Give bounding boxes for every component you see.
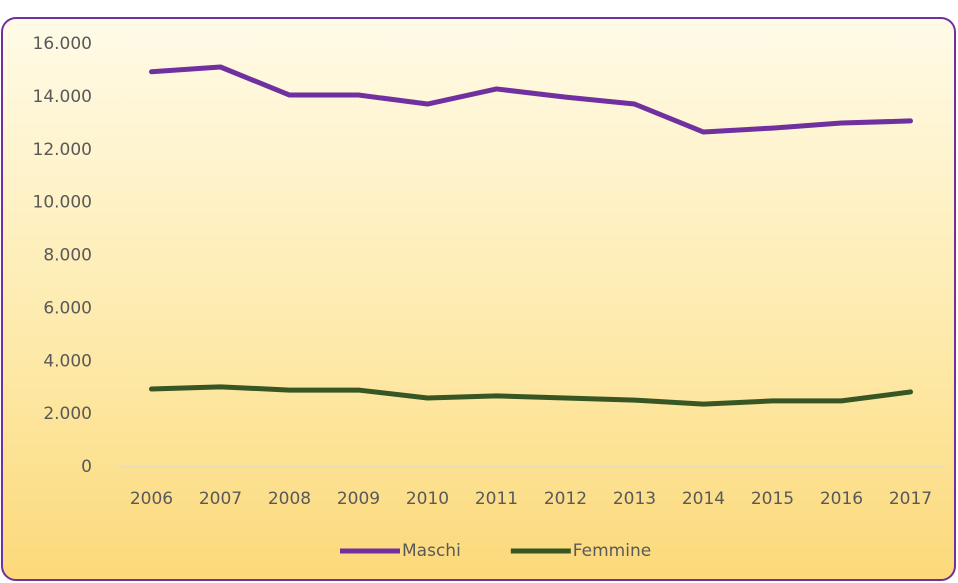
series-line bbox=[149, 64, 913, 135]
y-tick-label: 12.000 bbox=[33, 140, 92, 160]
x-tick-label: 2008 bbox=[268, 489, 311, 509]
x-tick-label: 2013 bbox=[613, 489, 656, 509]
y-tick-label: 6.000 bbox=[43, 298, 92, 318]
chart-frame bbox=[1, 17, 956, 581]
x-tick-label: 2007 bbox=[199, 489, 242, 509]
y-tick-label: 8.000 bbox=[43, 246, 92, 266]
legend-label: Maschi bbox=[402, 541, 461, 561]
x-tick-label: 2006 bbox=[130, 489, 173, 509]
x-tick-label: 2017 bbox=[889, 489, 932, 509]
y-tick-label: 0 bbox=[81, 457, 92, 477]
y-tick-label: 2.000 bbox=[43, 404, 92, 424]
x-tick-label: 2012 bbox=[544, 489, 587, 509]
x-tick-label: 2014 bbox=[682, 489, 725, 509]
x-tick-label: 2009 bbox=[337, 489, 380, 509]
y-tick-label: 16.000 bbox=[33, 34, 92, 54]
y-tick-label: 4.000 bbox=[43, 351, 92, 371]
x-tick-label: 2010 bbox=[406, 489, 449, 509]
y-tick-label: 14.000 bbox=[33, 87, 92, 107]
x-tick-label: 2011 bbox=[475, 489, 518, 509]
x-tick-label: 2016 bbox=[820, 489, 863, 509]
x-tick-label: 2015 bbox=[751, 489, 794, 509]
series-line bbox=[149, 384, 913, 407]
y-tick-label: 10.000 bbox=[33, 193, 92, 213]
legend-label: Femmine bbox=[573, 541, 651, 561]
